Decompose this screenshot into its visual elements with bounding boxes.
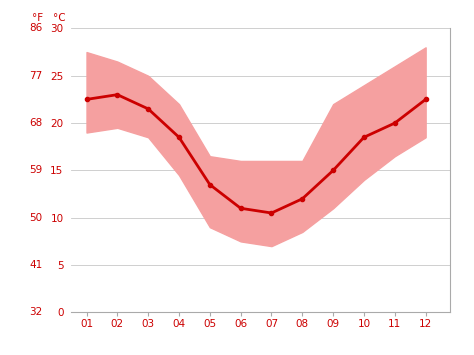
Text: 41: 41 — [29, 260, 43, 270]
Text: 50: 50 — [29, 213, 43, 223]
Text: 32: 32 — [29, 307, 43, 317]
Text: °F: °F — [32, 13, 43, 23]
Text: 59: 59 — [29, 165, 43, 175]
Text: °C: °C — [53, 13, 65, 23]
Text: 68: 68 — [29, 118, 43, 128]
Text: 86: 86 — [29, 23, 43, 33]
Text: 77: 77 — [29, 71, 43, 81]
